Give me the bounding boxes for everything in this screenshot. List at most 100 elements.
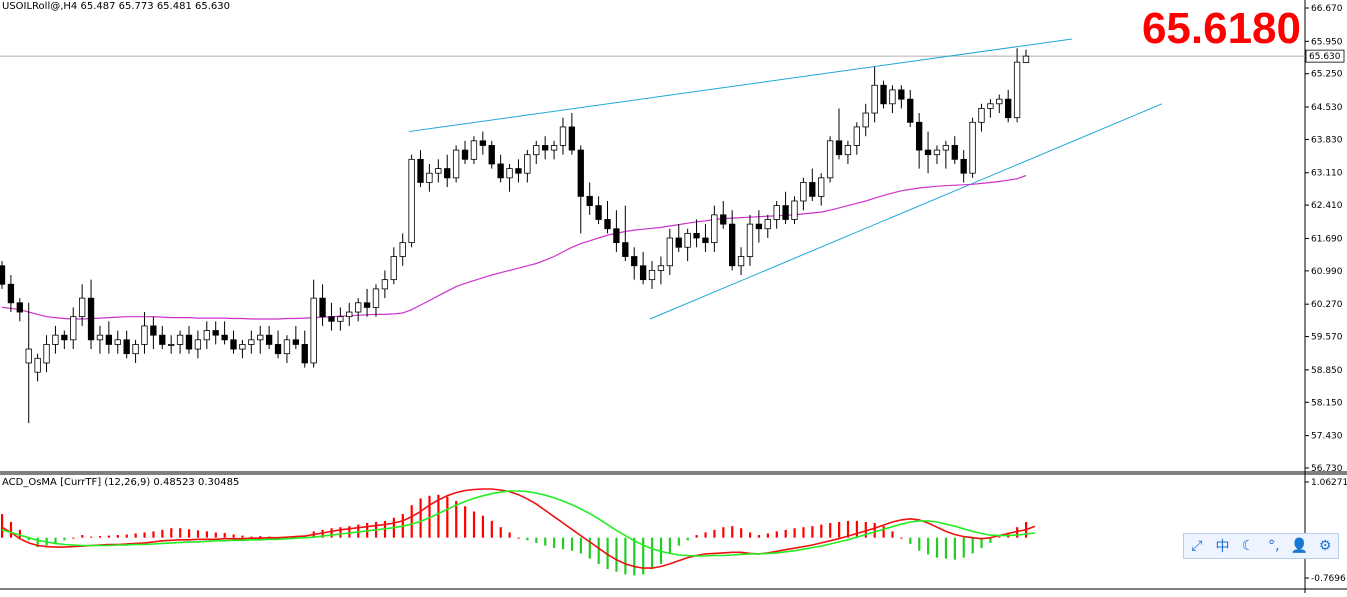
candle-body — [844, 145, 852, 156]
candle-body — [230, 339, 237, 350]
candle-body — [915, 121, 923, 151]
candle-body — [657, 265, 665, 271]
histogram-bar — [98, 536, 102, 538]
histogram-bar — [864, 521, 867, 538]
user-icon[interactable]: 👤 — [1290, 538, 1309, 554]
histogram-bar — [962, 537, 965, 558]
candle-body — [604, 219, 611, 230]
candle-body — [622, 242, 629, 257]
candle-body — [452, 149, 460, 179]
candle-body — [114, 339, 121, 345]
histogram-bar — [81, 535, 84, 538]
candle-body — [141, 325, 148, 345]
candle-body — [292, 339, 300, 345]
candle-body — [194, 339, 202, 350]
candle-body — [987, 103, 994, 109]
histogram-bar — [615, 537, 618, 572]
histogram-bar — [757, 535, 761, 538]
candle-body — [248, 339, 255, 345]
moon-icon[interactable]: ☾ — [1241, 538, 1255, 554]
candle-body — [426, 172, 433, 183]
lower-trendline[interactable] — [649, 103, 1163, 320]
histogram-bar — [472, 511, 476, 538]
candle-body — [702, 237, 709, 244]
histogram-bar — [561, 537, 565, 550]
candle-body — [355, 302, 362, 313]
histogram-bar — [490, 520, 493, 538]
candle-body — [515, 168, 522, 174]
histogram-bar — [63, 537, 66, 541]
candle-body — [461, 149, 469, 160]
price-tick-label: 60.990 — [1311, 267, 1343, 277]
histogram-bar — [526, 537, 529, 541]
candle-body — [996, 98, 1003, 105]
histogram-bar — [731, 526, 734, 538]
price-tick-label: 64.530 — [1311, 103, 1343, 113]
histogram-bar — [410, 505, 413, 538]
upper-trendline[interactable] — [408, 38, 1073, 133]
candle-body — [274, 344, 282, 355]
histogram-bar — [481, 515, 485, 538]
candle-body — [675, 237, 682, 248]
indicator-tick-label: -0.7696 — [1311, 574, 1346, 584]
histogram-bar — [544, 537, 547, 546]
histogram-bar — [27, 537, 30, 541]
candle-body — [16, 302, 23, 313]
candle-body — [390, 256, 397, 281]
candle-body — [221, 334, 228, 341]
candle-body — [800, 182, 807, 202]
histogram-bar — [455, 501, 458, 538]
histogram-bar — [499, 527, 502, 538]
candle-body — [639, 265, 647, 281]
candle-body — [871, 84, 878, 114]
histogram-bar — [846, 520, 850, 538]
chinese-input-icon[interactable]: 中 — [1215, 539, 1230, 555]
candle-body — [631, 256, 638, 267]
histogram-bar — [214, 532, 217, 538]
histogram-bar — [250, 536, 253, 538]
candle-body — [737, 256, 745, 267]
histogram-bar — [134, 533, 137, 538]
candle-body — [782, 205, 789, 220]
histogram-bar — [339, 527, 342, 538]
candle-body — [159, 334, 166, 345]
candle-body — [898, 89, 905, 100]
candle-body — [301, 344, 308, 364]
candle-body — [1022, 55, 1030, 64]
candle-body — [52, 334, 59, 345]
histogram-bar — [695, 535, 698, 538]
histogram-bar — [891, 531, 894, 538]
histogram-bar — [953, 537, 956, 560]
candle-body — [693, 232, 700, 239]
candle-body — [853, 126, 860, 146]
histogram-bar — [704, 532, 707, 538]
histogram-bar — [829, 523, 832, 538]
gear-icon[interactable]: ⚙ — [1318, 538, 1332, 554]
histogram-bar — [72, 537, 75, 539]
histogram-bar — [900, 537, 903, 539]
histogram-bar — [766, 533, 769, 538]
expand-icon[interactable]: ⤢ — [1191, 538, 1203, 554]
candle-body — [942, 145, 950, 151]
histogram-bar — [107, 535, 111, 538]
price-tick-label: 56.730 — [1311, 464, 1343, 474]
candle-body — [34, 357, 41, 373]
candle-body — [381, 279, 389, 290]
histogram-bar — [677, 537, 680, 546]
candle-body — [568, 126, 576, 151]
histogram-bar — [909, 537, 912, 544]
histogram-bar — [606, 537, 609, 570]
candle-body — [43, 344, 50, 364]
candle-body — [924, 149, 932, 156]
price-tick-label: 65.250 — [1311, 70, 1343, 80]
candle-body — [720, 214, 727, 225]
candle-body — [212, 330, 219, 336]
candle-body — [310, 297, 317, 364]
histogram-bar — [348, 526, 351, 538]
histogram-bar — [196, 530, 200, 538]
punctuation-icon[interactable]: °, — [1268, 538, 1280, 554]
histogram-bar — [793, 528, 796, 538]
histogram-bar — [882, 526, 885, 538]
symbol-name: USOILRoll@,H4 — [2, 1, 78, 12]
